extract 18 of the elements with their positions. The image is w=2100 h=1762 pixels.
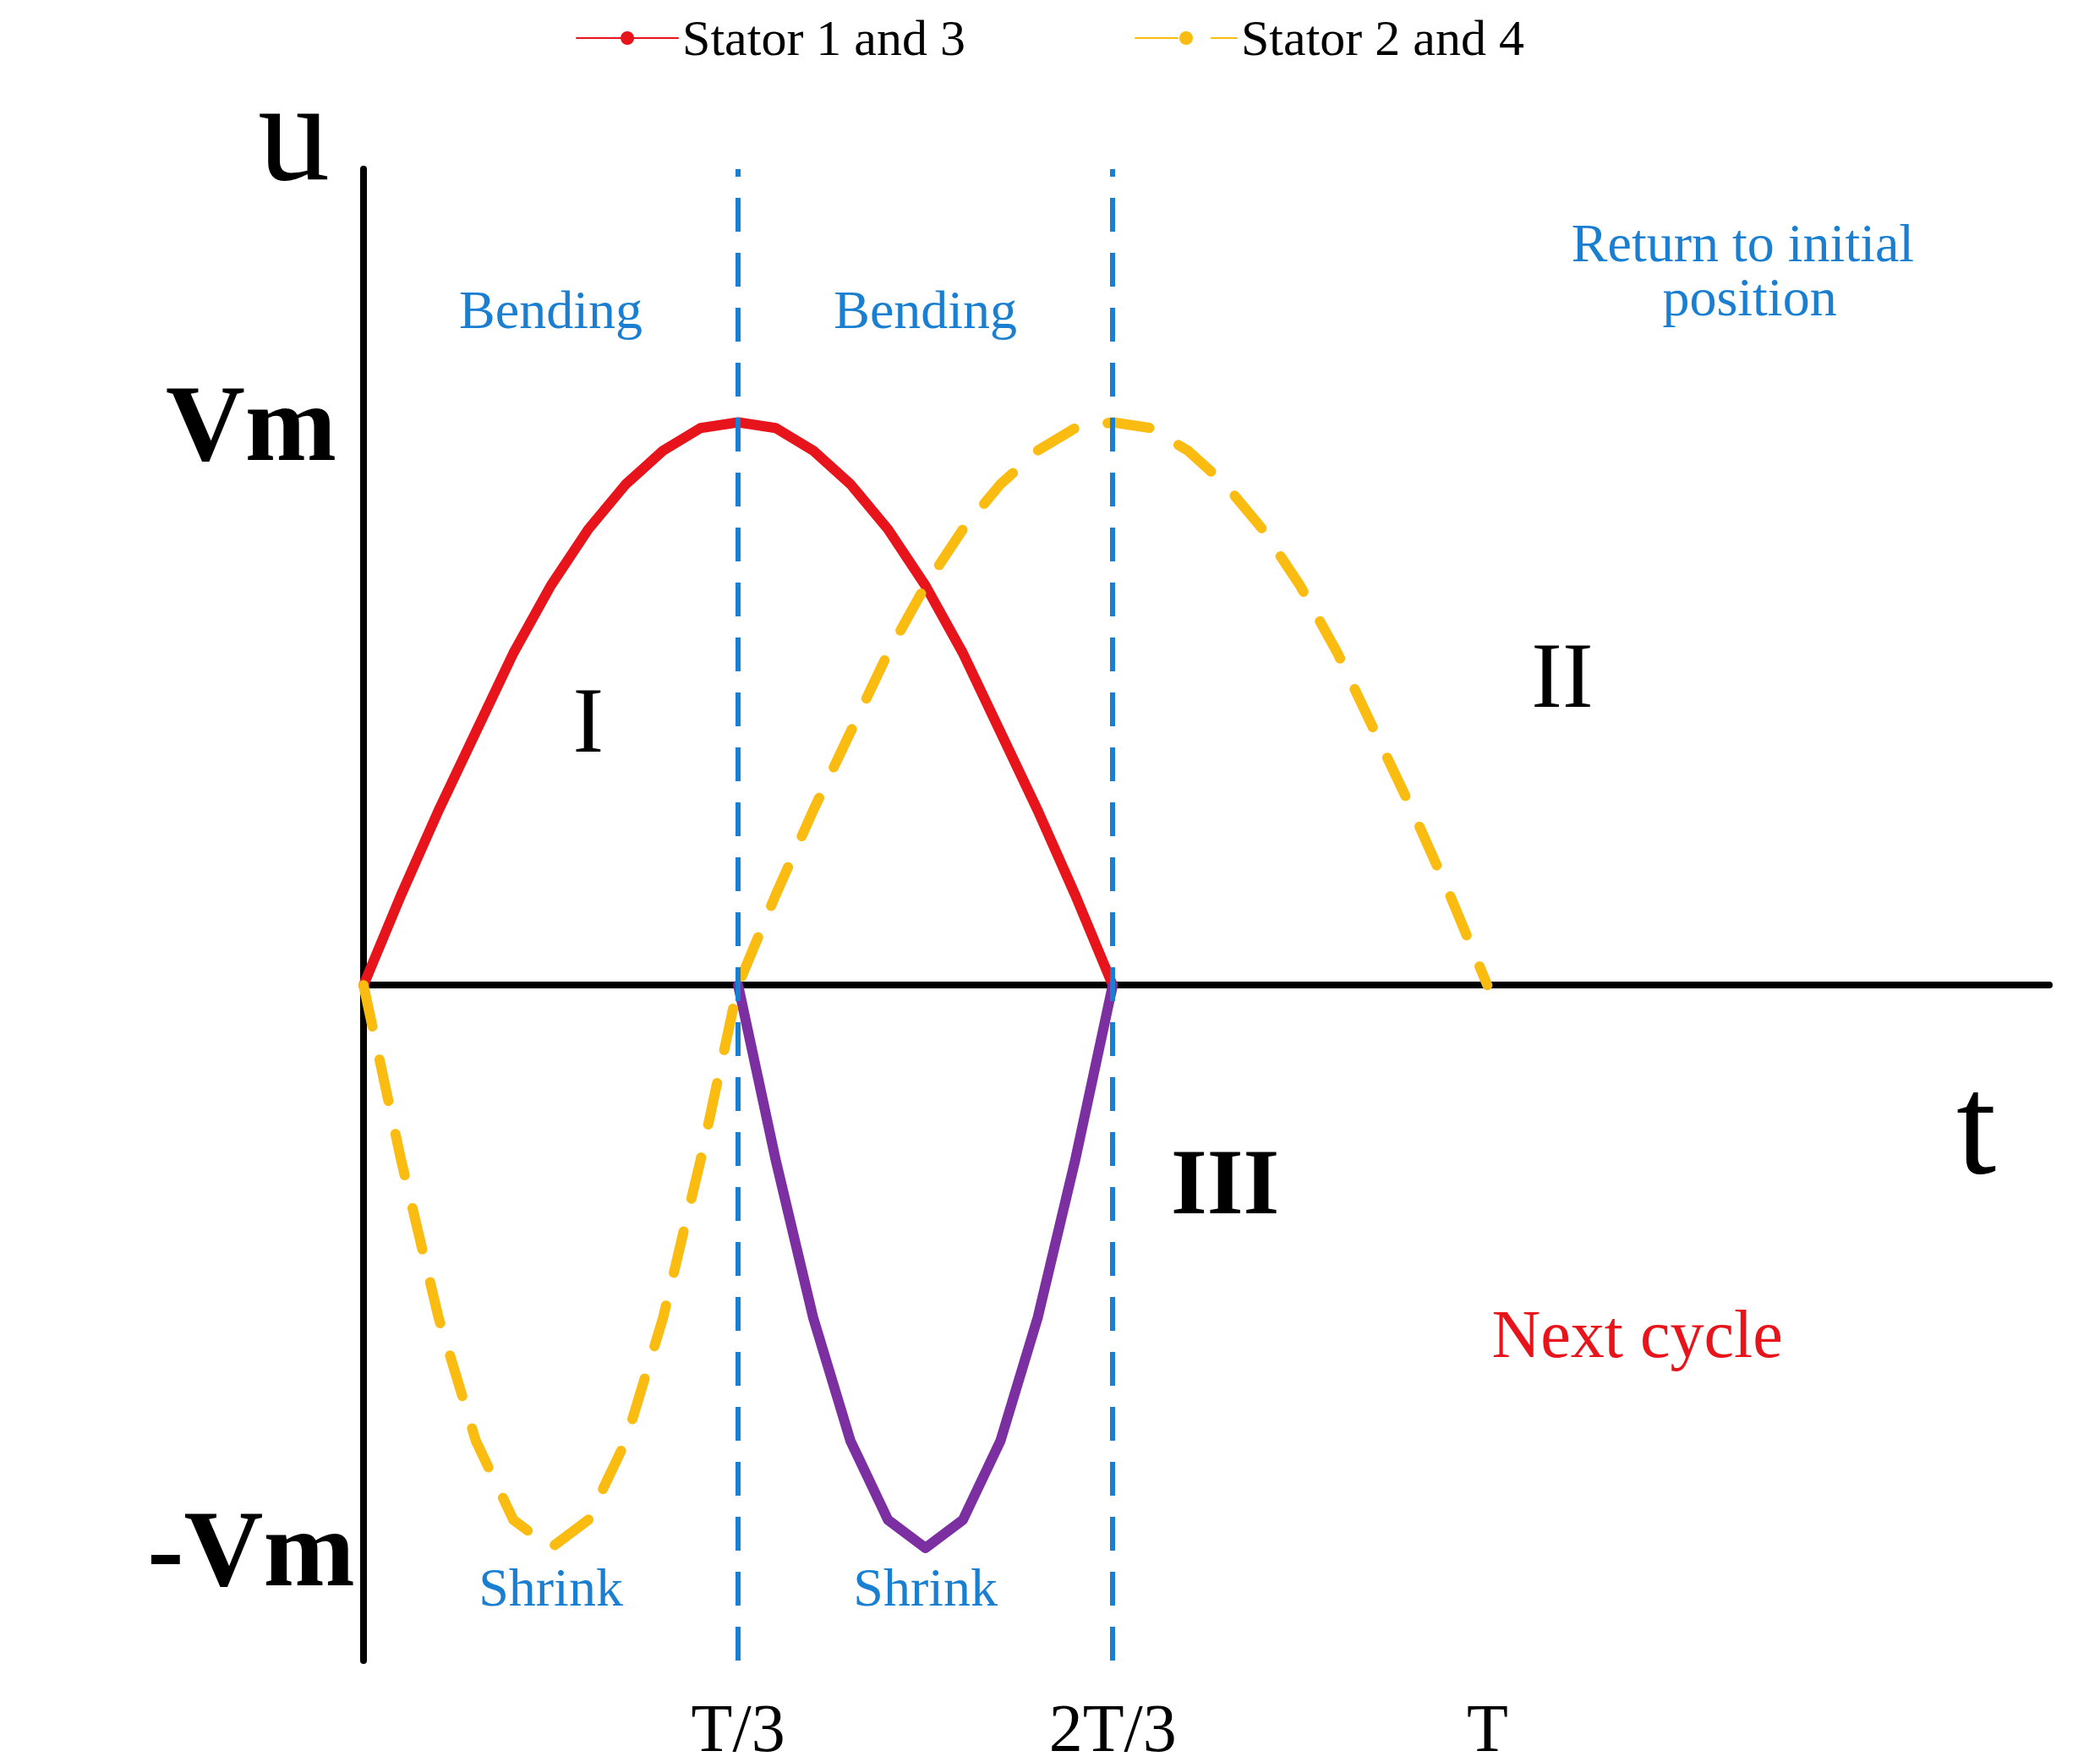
- annotation: III: [1170, 1130, 1280, 1234]
- text: Bending: [834, 279, 1018, 340]
- text: -Vm: [147, 1486, 355, 1609]
- annotation: II: [1531, 624, 1594, 728]
- x-tick-label: 2T/3: [1048, 1691, 1177, 1762]
- text: Shrink: [853, 1557, 998, 1617]
- text: Vm: [165, 361, 337, 484]
- annotation: I: [572, 669, 604, 773]
- x-axis-title: t: [1956, 1045, 1997, 1205]
- text: Bending: [459, 279, 643, 340]
- annotation: Next cycle: [1491, 1296, 1783, 1371]
- x-tick-label: T: [1466, 1691, 1508, 1762]
- y-axis-title: u: [258, 52, 330, 211]
- x-tick-label: T/3: [691, 1691, 785, 1762]
- legend-label: Stator 1 and 3: [682, 10, 965, 66]
- text: Return to initial position: [1571, 213, 1928, 328]
- legend-label: Stator 2 and 4: [1241, 10, 1524, 66]
- text: Shrink: [479, 1557, 623, 1617]
